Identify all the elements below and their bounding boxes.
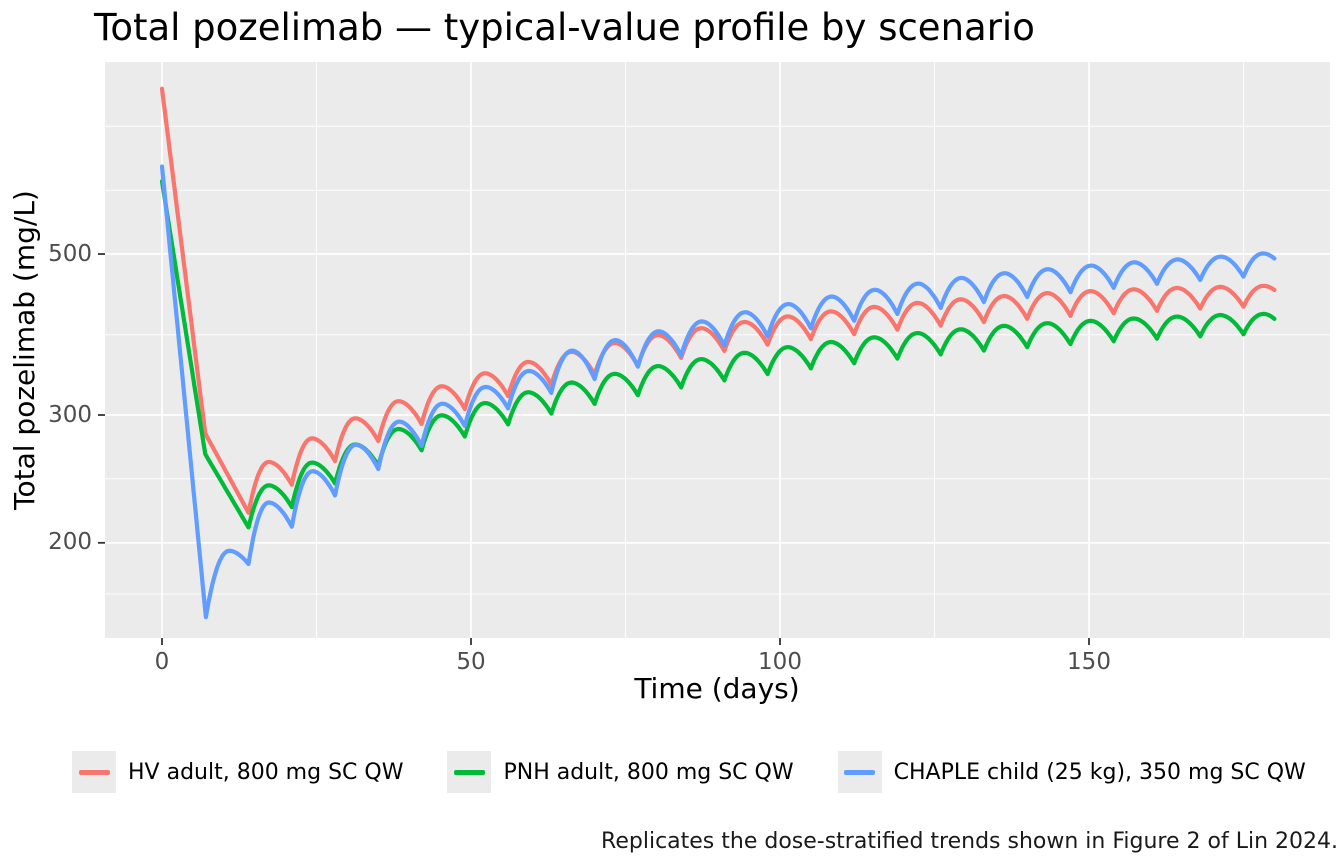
y-tick-label-500: 500 [48, 241, 92, 267]
gridlines-major [105, 62, 1330, 638]
series-line-0 [159, 86, 1277, 515]
x-axis-title: Time (days) [634, 672, 800, 705]
chart-title: Total pozelimab — typical-value profile … [94, 6, 1035, 49]
legend: HV adult, 800 mg SC QW PNH adult, 800 mg… [72, 751, 1306, 793]
legend-label: CHAPLE child (25 kg), 350 mg SC QW [893, 759, 1306, 785]
line-swatch-icon [453, 769, 485, 775]
x-tick-label-150: 150 [1067, 649, 1111, 675]
panel-background [105, 62, 1330, 638]
x-tick-label-0: 0 [154, 649, 170, 675]
legend-key-box [447, 751, 492, 793]
legend-item-chaple-child: CHAPLE child (25 kg), 350 mg SC QW [837, 751, 1306, 793]
x-tick-label-100: 100 [758, 649, 802, 675]
x-tick-label-50: 50 [456, 649, 486, 675]
legend-item-pnh-adult: PNH adult, 800 mg SC QW [447, 751, 794, 793]
source-caption: Replicates the dose-stratified trends sh… [601, 829, 1338, 854]
series-lines [159, 86, 1277, 620]
legend-label: HV adult, 800 mg SC QW [128, 759, 404, 785]
legend-key-box [72, 751, 116, 793]
line-swatch-icon [844, 769, 876, 775]
y-tick-label-200: 200 [48, 529, 92, 555]
y-tick-label-300: 300 [48, 402, 92, 428]
series-line-2 [159, 164, 1277, 620]
legend-key-box [837, 751, 882, 793]
line-swatch-icon [78, 769, 110, 775]
y-axis-title: Total pozelimab (mg/L) [8, 190, 41, 510]
legend-item-hv-adult: HV adult, 800 mg SC QW [72, 751, 403, 793]
legend-label: PNH adult, 800 mg SC QW [503, 759, 794, 785]
axis-tick-marks [98, 253, 1090, 645]
